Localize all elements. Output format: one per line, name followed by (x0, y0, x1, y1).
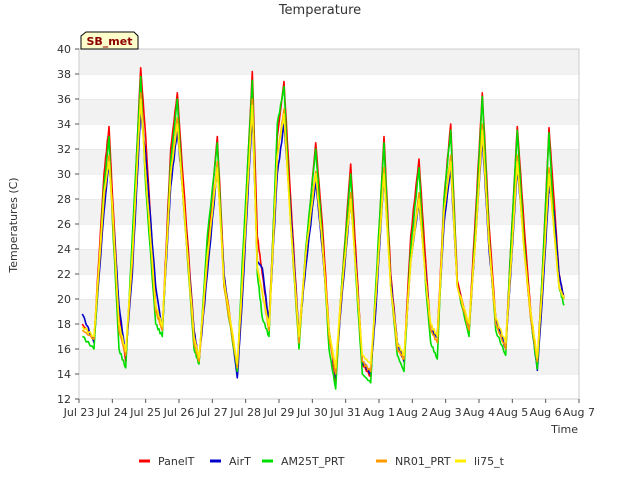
grid-band (79, 99, 579, 124)
annotation-frame (80, 31, 139, 50)
x-tick-label: Aug 1 (363, 406, 395, 419)
grid-band (79, 249, 579, 274)
grid-band (79, 124, 579, 149)
x-tick-label: Aug 7 (563, 406, 595, 419)
x-tick-label: Jul 31 (329, 406, 361, 419)
x-tick-label: Aug 4 (463, 406, 495, 419)
legend-label: PanelT (158, 455, 195, 468)
grid-band (79, 374, 579, 399)
grid-band (79, 49, 579, 74)
grid-band (79, 149, 579, 174)
grid-band (79, 274, 579, 299)
chart-title: Temperature (278, 3, 361, 18)
x-tick-label: Jul 23 (63, 406, 95, 419)
y-tick-label: 38 (57, 68, 71, 81)
legend-label: AM25T_PRT (281, 455, 345, 468)
x-axis-label: Time (550, 423, 578, 436)
legend-label: li75_t (474, 455, 505, 468)
y-tick-label: 36 (57, 93, 71, 106)
x-tick-label: Jul 25 (129, 406, 161, 419)
x-tick-label: Jul 29 (263, 406, 295, 419)
grid-band (79, 224, 579, 249)
grid-band (79, 174, 579, 199)
legend-label: AirT (229, 455, 251, 468)
y-tick-label: 20 (57, 293, 71, 306)
x-tick-label: Jul 24 (96, 406, 128, 419)
x-tick-label: Jul 27 (196, 406, 228, 419)
y-tick-label: 18 (57, 318, 71, 331)
x-tick-label: Aug 3 (430, 406, 462, 419)
x-axis-ticks: Jul 23 Jul 24 Jul 25 Jul 26 Jul 27 Jul 28 Jul … (63, 399, 595, 419)
annotation-box: SB_met (80, 31, 139, 50)
x-tick-label: Aug 5 (496, 406, 528, 419)
y-tick-label: 30 (57, 168, 71, 181)
x-tick-label: Jul 28 (229, 406, 261, 419)
y-tick-label: 26 (57, 218, 71, 231)
series-lines (81, 67, 565, 390)
y-tick-label: 28 (57, 193, 71, 206)
legend: PanelT AirT AM25T_PRT NR01_PRT li75_t (139, 455, 505, 468)
y-tick-label: 40 (57, 43, 71, 56)
x-tick-label: Aug 2 (396, 406, 428, 419)
x-tick-label: Aug 6 (530, 406, 562, 419)
y-tick-label: 22 (57, 268, 71, 281)
y-tick-label: 16 (57, 343, 71, 356)
grid-band (79, 74, 579, 99)
annotation-label: SB_met (87, 35, 133, 48)
y-tick-label: 12 (57, 393, 71, 406)
grid-band (79, 199, 579, 224)
x-tick-label: Jul 26 (163, 406, 195, 419)
y-tick-label: 14 (57, 368, 71, 381)
series-line-li75-t (81, 98, 565, 369)
x-tick-label: Jul 30 (296, 406, 328, 419)
y-axis-ticks: 12 14 16 18 20 22 24 26 28 30 32 34 36 38 40 (57, 43, 79, 406)
legend-label: NR01_PRT (395, 455, 451, 468)
y-axis-label: Temperatures (C) (7, 177, 20, 273)
y-tick-label: 32 (57, 143, 71, 156)
y-tick-label: 34 (57, 118, 71, 131)
y-tick-label: 24 (57, 243, 71, 256)
